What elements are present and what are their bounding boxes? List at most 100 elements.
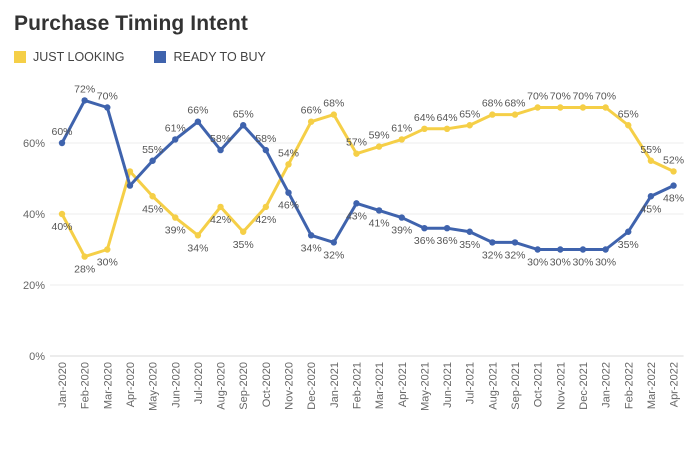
data-point — [81, 253, 88, 260]
x-tick-label: Feb-2022 — [623, 362, 635, 409]
data-label: 35% — [233, 239, 254, 251]
data-point — [375, 207, 383, 214]
data-label: 34% — [187, 242, 208, 254]
data-point — [466, 228, 473, 235]
data-label: 65% — [459, 108, 480, 120]
data-label: 54% — [278, 147, 299, 159]
data-point — [285, 189, 292, 196]
data-label: 57% — [346, 137, 367, 149]
data-point — [262, 146, 270, 154]
data-point — [58, 210, 66, 218]
data-point — [330, 239, 337, 246]
data-point — [104, 246, 111, 253]
data-label: 36% — [414, 235, 435, 247]
x-tick-label: Jul-2021 — [465, 362, 477, 404]
legend: JUST LOOKING READY TO BUY — [14, 50, 296, 64]
data-label: 68% — [482, 98, 503, 110]
data-label: 39% — [391, 225, 412, 237]
data-label: 66% — [187, 105, 208, 117]
data-label: 61% — [391, 122, 412, 134]
data-point — [557, 104, 564, 111]
data-label: 52% — [663, 154, 684, 166]
data-point — [353, 150, 360, 157]
data-point — [511, 239, 519, 246]
x-tick-label: Apr-2021 — [397, 362, 409, 407]
data-point — [172, 214, 179, 221]
y-tick-label: 40% — [23, 209, 45, 221]
data-label: 70% — [527, 91, 548, 103]
data-label: 58% — [255, 133, 276, 145]
data-label: 36% — [437, 235, 458, 247]
data-label: 70% — [595, 91, 616, 103]
y-tick-label: 0% — [29, 351, 45, 363]
data-point — [194, 118, 202, 125]
data-label: 32% — [482, 249, 503, 261]
data-label: 28% — [74, 264, 95, 276]
y-tick-label: 60% — [23, 138, 45, 150]
series-line — [60, 106, 676, 259]
data-point — [149, 193, 156, 200]
data-label: 30% — [572, 257, 593, 269]
data-point — [398, 214, 405, 221]
data-point — [670, 168, 677, 175]
data-label: 40% — [51, 221, 72, 233]
data-point — [398, 136, 405, 143]
data-point — [353, 200, 360, 207]
data-label: 32% — [323, 249, 344, 261]
data-label: 61% — [165, 122, 186, 134]
legend-label-just-looking: JUST LOOKING — [33, 50, 125, 64]
data-point — [625, 122, 632, 129]
data-point — [285, 161, 292, 168]
data-point — [421, 225, 428, 232]
legend-item-just-looking: JUST LOOKING — [14, 50, 124, 64]
legend-item-ready-to-buy: READY TO BUY — [154, 50, 266, 64]
data-label: 66% — [301, 105, 322, 117]
chart-title: Purchase Timing Intent — [14, 12, 249, 35]
data-point — [579, 104, 587, 111]
data-label: 64% — [414, 112, 435, 124]
y-tick-label: 20% — [23, 280, 45, 292]
data-label: 68% — [323, 98, 344, 110]
data-label: 70% — [550, 91, 571, 103]
x-tick-label: Oct-2020 — [261, 362, 273, 407]
data-label: 39% — [165, 225, 186, 237]
data-point — [172, 136, 179, 143]
data-label: 72% — [74, 83, 95, 95]
data-label: 35% — [459, 239, 480, 251]
data-label: 45% — [142, 203, 163, 215]
data-label: 41% — [369, 217, 390, 229]
data-label: 68% — [504, 98, 525, 110]
data-point — [625, 228, 632, 235]
data-point — [534, 104, 541, 111]
x-tick-label: Jan-2020 — [57, 362, 69, 408]
x-tick-label: Apr-2020 — [125, 362, 137, 407]
data-point — [511, 111, 519, 118]
x-tick-label: Aug-2021 — [487, 362, 499, 410]
data-label: 30% — [97, 257, 118, 269]
data-label: 45% — [640, 203, 661, 215]
data-label: 35% — [618, 239, 639, 251]
legend-swatch-ready-to-buy — [154, 51, 167, 63]
data-point — [443, 125, 451, 132]
x-tick-label: Dec-2021 — [578, 362, 590, 410]
x-tick-label: Jun-2021 — [442, 362, 454, 408]
data-point — [194, 232, 202, 239]
data-point — [149, 157, 156, 164]
data-point — [330, 111, 337, 118]
data-point — [240, 122, 247, 129]
data-label: 55% — [640, 144, 661, 156]
data-label: 48% — [663, 193, 684, 205]
data-point — [579, 246, 587, 253]
x-tick-label: Dec-2020 — [306, 362, 318, 410]
data-label: 32% — [504, 249, 525, 261]
data-label: 34% — [301, 242, 322, 254]
data-point — [307, 232, 315, 239]
data-point — [602, 104, 609, 111]
x-tick-label: May-2020 — [148, 362, 160, 411]
x-tick-label: Mar-2021 — [374, 362, 386, 409]
data-point — [240, 228, 247, 235]
data-point — [421, 125, 428, 132]
x-tick-label: Feb-2021 — [351, 362, 363, 409]
data-point — [489, 111, 496, 118]
legend-label-ready-to-buy: READY TO BUY — [173, 50, 266, 64]
